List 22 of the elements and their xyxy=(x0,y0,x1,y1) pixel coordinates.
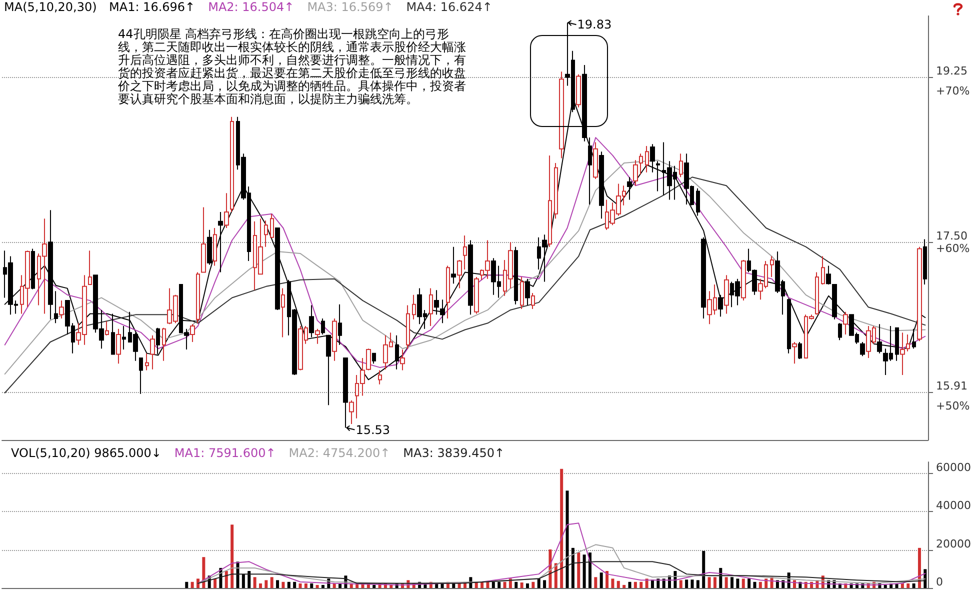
legend-title: MA(5,10,20,30) xyxy=(4,0,97,14)
text: MA3: 16.569↑ xyxy=(307,0,394,14)
y-tick-label: 60000 xyxy=(936,460,971,474)
y-tick-label: 20000 xyxy=(936,537,971,550)
y-tick-label: 17.50 xyxy=(936,230,968,243)
annotation: 44孔明陨星 高档弃弓形线：在高价圈出现一根跳空向上的弓形线，第二天随即收出一根实体较长的阴线，通常表示股价经大幅涨升后高位遇阻，多头出师不利，自然要进行调整。一般情况下，有货的投资者应赶紧出货，最迟要在第二天股价走低至弓形线的收盘价之下时考虑出局，以免成为调整的牺牲品。具体操作中，投资者要认真研究个股基本面和消息面，以提防主力骗线洗筹。 xyxy=(118,27,467,106)
y-tick-label: 19.25 xyxy=(936,64,968,78)
annotation: 19.83 xyxy=(577,18,612,32)
y-tick-label: 15.91 xyxy=(936,379,968,392)
text: MA1: 16.696↑ xyxy=(109,0,196,14)
text: MA4: 16.624↑ xyxy=(406,0,492,14)
text: MA3: 3839.450↑ xyxy=(403,446,505,460)
text: MA1: 7591.600↑ xyxy=(174,446,276,460)
y-tick-label: 40000 xyxy=(936,499,971,512)
y-tick-label: 0 xyxy=(936,576,943,588)
text: MA2: 16.504↑ xyxy=(208,0,294,14)
y2-tick-label: +70% xyxy=(936,84,970,98)
text: MA2: 4754.200↑ xyxy=(288,446,390,460)
y2-tick-label: +50% xyxy=(936,399,970,412)
y2-tick-label: +60% xyxy=(936,242,970,255)
annotation: 15.53 xyxy=(356,422,390,437)
text: VOL(5,10,20) 9865.000↓ xyxy=(11,446,162,460)
